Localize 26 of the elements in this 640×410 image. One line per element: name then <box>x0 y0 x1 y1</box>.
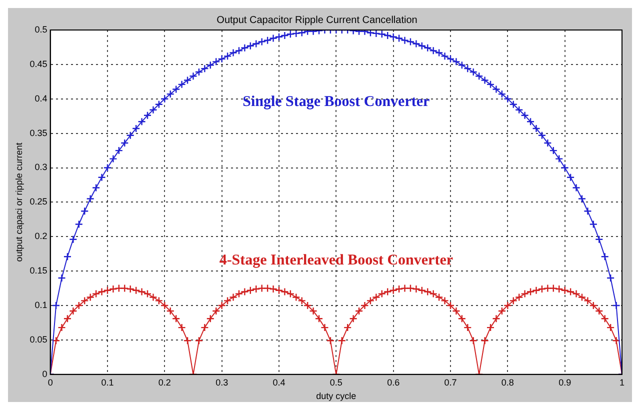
y-tick-label: 0.35 <box>30 128 48 138</box>
y-tick-label: 0.45 <box>30 58 48 69</box>
x-tick-label: 0.8 <box>501 377 514 388</box>
y-tick-label: 0.15 <box>30 266 48 276</box>
x-axis-title: duty cycle <box>316 391 356 402</box>
x-tick-label: 0.3 <box>216 377 228 388</box>
chart-title: Output Capacitor Ripple Current Cancellation <box>216 14 418 26</box>
y-tick-label: 0.4 <box>34 93 48 104</box>
y-axis-title: output capaci or ripple current <box>14 142 24 262</box>
x-tick-label: 0.5 <box>330 377 342 388</box>
x-tick-label: 0.9 <box>558 377 572 388</box>
x-tick-label: 0.4 <box>272 377 286 388</box>
y-tick-label: 0.1 <box>34 300 48 310</box>
series-label: 4-Stage Interleaved Boost Converter <box>219 252 454 269</box>
y-tick-label: 0.2 <box>34 231 48 242</box>
text: Single Stage Boost Converter <box>242 94 430 110</box>
x-tick-label: 1 <box>619 377 625 388</box>
x-tick-label: 0.6 <box>387 377 400 388</box>
x-tick-label: 0.1 <box>101 377 114 388</box>
y-tick-label: 0.5 <box>34 24 48 34</box>
y-tick-label: 0 <box>42 368 48 379</box>
y-tick-label: 0.25 <box>30 196 48 207</box>
y-tick-label: 0.05 <box>30 334 48 344</box>
y-tick-label: 0.3 <box>34 162 48 172</box>
x-tick-label: 0.7 <box>444 377 457 388</box>
x-tick-label: 0.2 <box>158 377 171 388</box>
